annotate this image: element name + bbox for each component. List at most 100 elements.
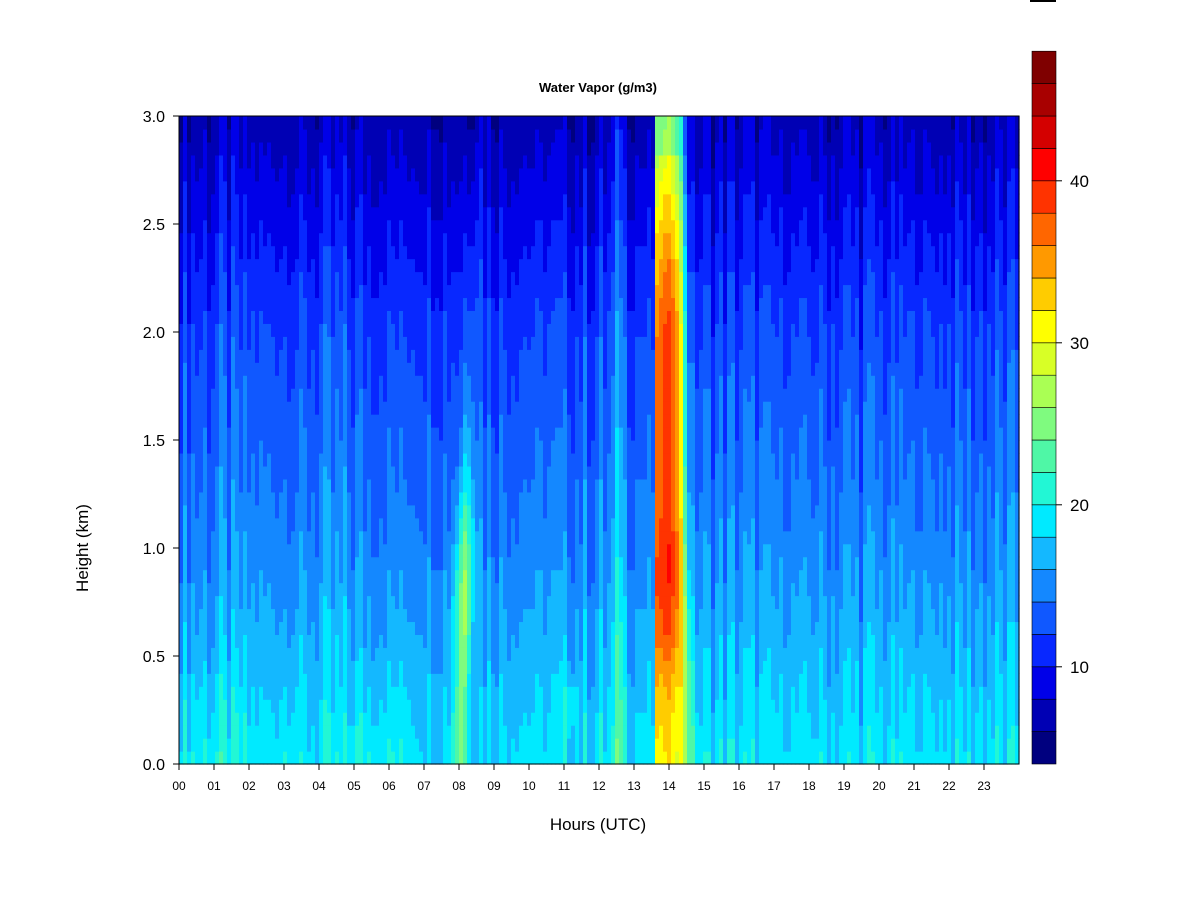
heatmap-cell: [323, 193, 328, 208]
heatmap-cell: [511, 634, 516, 648]
heatmap-cell: [427, 543, 432, 558]
heatmap-cell: [323, 751, 328, 765]
heatmap-cell: [375, 530, 380, 545]
heatmap-cell: [523, 310, 528, 324]
heatmap-cell: [275, 478, 280, 493]
heatmap-cell: [523, 634, 528, 648]
heatmap-cell: [327, 167, 332, 182]
heatmap-cell: [355, 751, 360, 765]
heatmap-cell: [263, 128, 268, 143]
heatmap-cell: [519, 336, 524, 350]
heatmap-cell: [411, 116, 416, 130]
heatmap-cell: [343, 284, 348, 299]
heatmap-cell: [543, 699, 548, 713]
heatmap-cell: [263, 738, 268, 752]
heatmap-cell: [459, 699, 464, 713]
heatmap-cell: [475, 232, 480, 247]
heatmap-cell: [367, 725, 372, 739]
heatmap-cell: [427, 310, 432, 324]
heatmap-cell: [259, 634, 264, 648]
heatmap-cell: [323, 271, 328, 286]
heatmap-cell: [351, 362, 356, 376]
heatmap-cell: [515, 284, 520, 299]
heatmap-cell: [435, 297, 440, 311]
heatmap-cell: [531, 310, 536, 324]
heatmap-cell: [435, 751, 440, 765]
heatmap-cell: [291, 751, 296, 765]
heatmap-cell: [491, 375, 496, 389]
heatmap-cell: [555, 491, 560, 506]
heatmap-cell: [231, 297, 236, 311]
heatmap-cell: [351, 751, 356, 765]
heatmap-cell: [447, 141, 452, 156]
heatmap-cell: [387, 271, 392, 286]
heatmap-cell: [371, 569, 376, 584]
heatmap-cell: [379, 141, 384, 156]
heatmap-cell: [487, 245, 492, 260]
heatmap-cell: [283, 621, 288, 635]
heatmap-cell: [519, 219, 524, 234]
heatmap-cell: [227, 193, 232, 208]
heatmap-cell: [327, 401, 332, 415]
heatmap-cell: [471, 543, 476, 558]
heatmap-cell: [267, 634, 272, 648]
heatmap-cell: [527, 569, 532, 584]
heatmap-cell: [227, 414, 232, 428]
heatmap-cell: [479, 414, 484, 428]
heatmap-cell: [423, 310, 428, 324]
heatmap-cell: [355, 375, 360, 389]
heatmap-cell: [427, 167, 432, 182]
heatmap-cell: [551, 258, 556, 273]
heatmap-cell: [511, 128, 516, 143]
heatmap-cell: [303, 621, 308, 635]
heatmap-cell: [455, 725, 460, 739]
heatmap-cell: [419, 258, 424, 273]
heatmap-cell: [203, 582, 208, 597]
heatmap-cell: [327, 699, 332, 713]
heatmap-cell: [463, 401, 468, 415]
heatmap-cell: [183, 349, 188, 363]
heatmap-cell: [291, 699, 296, 713]
heatmap-cell: [343, 608, 348, 623]
heatmap-cell: [471, 206, 476, 221]
heatmap-cell: [323, 452, 328, 467]
heatmap-cell: [483, 608, 488, 623]
heatmap-cell: [271, 452, 276, 467]
heatmap-cell: [291, 595, 296, 610]
heatmap-cell: [327, 258, 332, 273]
heatmap-cell: [235, 556, 240, 571]
heatmap-cell: [459, 751, 464, 765]
heatmap-cell: [455, 401, 460, 415]
heatmap-cell: [323, 427, 328, 441]
heatmap-cell: [387, 323, 392, 337]
heatmap-cell: [559, 530, 564, 545]
heatmap-cell: [343, 116, 348, 130]
heatmap-cell: [191, 401, 196, 415]
heatmap-cell: [291, 582, 296, 597]
heatmap-cell: [235, 751, 240, 765]
heatmap-cell: [331, 388, 336, 402]
heatmap-cell: [571, 608, 576, 623]
heatmap-cell: [259, 232, 264, 247]
heatmap-cell: [391, 582, 396, 597]
heatmap-cell: [527, 154, 532, 169]
heatmap-cell: [279, 530, 284, 545]
heatmap-cell: [507, 284, 512, 299]
heatmap-cell: [471, 440, 476, 454]
heatmap-cell: [467, 686, 472, 700]
heatmap-cell: [451, 388, 456, 402]
heatmap-cell: [539, 725, 544, 739]
heatmap-cell: [283, 427, 288, 441]
heatmap-cell: [471, 375, 476, 389]
heatmap-cell: [491, 116, 496, 130]
heatmap-cell: [475, 712, 480, 726]
heatmap-cell: [419, 699, 424, 713]
heatmap-cell: [211, 504, 216, 519]
heatmap-cell: [235, 349, 240, 363]
heatmap-cell: [259, 582, 264, 597]
heatmap-cell: [379, 686, 384, 700]
heatmap-cell: [487, 595, 492, 610]
heatmap-cell: [255, 712, 260, 726]
heatmap-cell: [551, 595, 556, 610]
heatmap-cell: [555, 478, 560, 493]
